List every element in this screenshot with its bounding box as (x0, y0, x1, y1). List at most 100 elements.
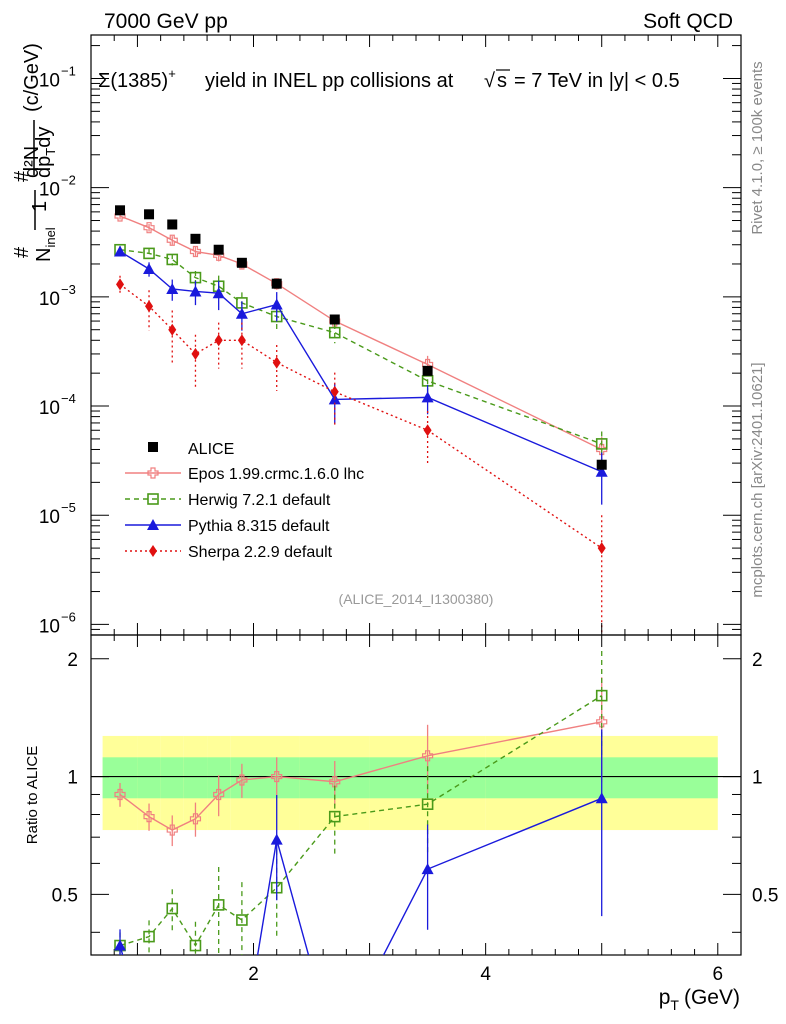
ratio-line (119, 695, 603, 947)
x-tick-label: 4 (480, 964, 491, 985)
title-sup: + (168, 66, 176, 81)
svg-text:Σ(1385)+: Σ(1385)+ (98, 66, 176, 92)
xlabel-p: p (659, 986, 671, 1009)
ylabel-dp-sub: T (43, 148, 58, 156)
series-point (143, 262, 156, 274)
series-point (168, 323, 177, 336)
ratio-point (143, 930, 155, 943)
ratio-y-label: Ratio to ALICE (24, 746, 41, 844)
legend-label: Pythia 8.315 default (188, 518, 330, 535)
ratio-point (328, 810, 341, 823)
svg-text:#: # (11, 170, 33, 182)
ratio-point (213, 788, 225, 801)
ref-series (115, 205, 607, 470)
series-point (270, 298, 283, 310)
series-point (214, 334, 223, 347)
chart-annotation: (ALICE_2014_I1300380) (339, 591, 494, 607)
series-point (166, 234, 178, 246)
ratio-point (236, 774, 248, 786)
ref-point (190, 233, 201, 244)
ratio-line (119, 721, 602, 831)
y-tick-label: 10 (39, 507, 60, 528)
xlabel-sub: T (670, 997, 679, 1013)
ref-point (115, 205, 126, 216)
ref-point (422, 365, 433, 376)
header-left: 7000 GeV pp (104, 10, 228, 33)
series-point (212, 287, 225, 299)
ref-point (144, 209, 155, 220)
series-point (145, 300, 154, 313)
series-point (595, 465, 608, 477)
main-series (114, 205, 608, 635)
ratio-point (166, 902, 179, 915)
ratio-y-ticks: 0.5 0.5 1 1 2 2 (52, 650, 778, 933)
y-tick-exponent: −3 (61, 282, 76, 297)
ratio-band-inner (160, 757, 184, 799)
legend-marker (149, 545, 157, 557)
ref-point (167, 219, 178, 230)
ratio-point (114, 939, 127, 951)
series-point (166, 282, 179, 294)
ref-point (596, 459, 607, 470)
series-point (191, 347, 200, 360)
ylabel-units: (c/GeV) (21, 43, 43, 112)
title-sqrt-sign: √ (484, 70, 495, 92)
ratio-y-tick-label-right: 2 (752, 650, 763, 671)
series-line (119, 249, 602, 445)
ref-point (236, 257, 247, 268)
series-line (119, 283, 603, 549)
legend-label: Epos 1.99.crmc.1.6.0 lhc (188, 466, 364, 483)
main-plot: 10−110−210−310−410−510−6 (39, 34, 742, 637)
mcplots-side-label: mcplots.cern.ch [arXiv:2401.10621] (749, 362, 766, 597)
ratio-series-2 (114, 729, 608, 955)
ratio-y-tick-label: 1 (67, 768, 78, 789)
ratio-y-tick-label-right: 1 (752, 768, 763, 789)
ref-point (329, 314, 340, 325)
y-tick-exponent: −6 (61, 609, 76, 624)
ratio-point (421, 863, 434, 875)
series-line (119, 215, 603, 451)
ylabel-den-sub: inel (43, 227, 58, 247)
ylabel-num: 1 (29, 201, 51, 212)
title-sigma: Σ(1385) (98, 70, 168, 92)
header-right: Soft QCD (643, 10, 733, 33)
ratio-point (212, 899, 225, 911)
ratio-plot: 2 4 6 0.5 0.5 1 1 2 2 (52, 35, 778, 985)
chart-title: Σ(1385)+ yield in INEL pp collisions at … (98, 66, 680, 92)
ratio-point (595, 792, 608, 804)
legend-label: Sherpa 2.2.9 default (188, 544, 333, 561)
series-point (114, 245, 127, 257)
series-point (421, 391, 434, 403)
ratio-point (329, 776, 341, 788)
ref-point (213, 244, 224, 255)
ratio-point (421, 798, 434, 810)
legend-label: Herwig 7.2.1 default (188, 492, 331, 509)
ratio-point (143, 811, 155, 823)
series-point (330, 385, 339, 398)
series-point (143, 247, 155, 260)
series-point (116, 278, 125, 291)
xlabel-units: (GeV) (684, 986, 740, 1009)
legend: ALICE Epos 1.99.crmc.1.6.0 lhc Herwig 7.2.… (125, 441, 364, 561)
x-axis-label: pT (GeV) (659, 986, 740, 1013)
ylabel-dy: dy (33, 127, 55, 148)
series-point (166, 253, 179, 266)
x-ticks: 2 4 6 (90, 35, 742, 985)
x-tick-label: 6 (712, 964, 723, 985)
series-point (189, 285, 202, 297)
y-tick-label: 10 (39, 70, 60, 91)
series-3 (116, 275, 606, 635)
ratio-point (236, 914, 248, 926)
ratio-point (189, 939, 202, 952)
series-point (328, 326, 341, 339)
legend-label-ref: ALICE (188, 441, 234, 458)
ratio-y-tick-label: 2 (67, 650, 78, 671)
ratio-band-inner (137, 757, 161, 799)
ratio-series (114, 651, 608, 955)
series-point (272, 356, 281, 369)
series-point (423, 424, 432, 437)
ratio-point (270, 833, 283, 845)
y-tick-label: 10 (39, 289, 60, 310)
y-ticks: 10−110−210−310−410−510−6 (39, 45, 741, 637)
